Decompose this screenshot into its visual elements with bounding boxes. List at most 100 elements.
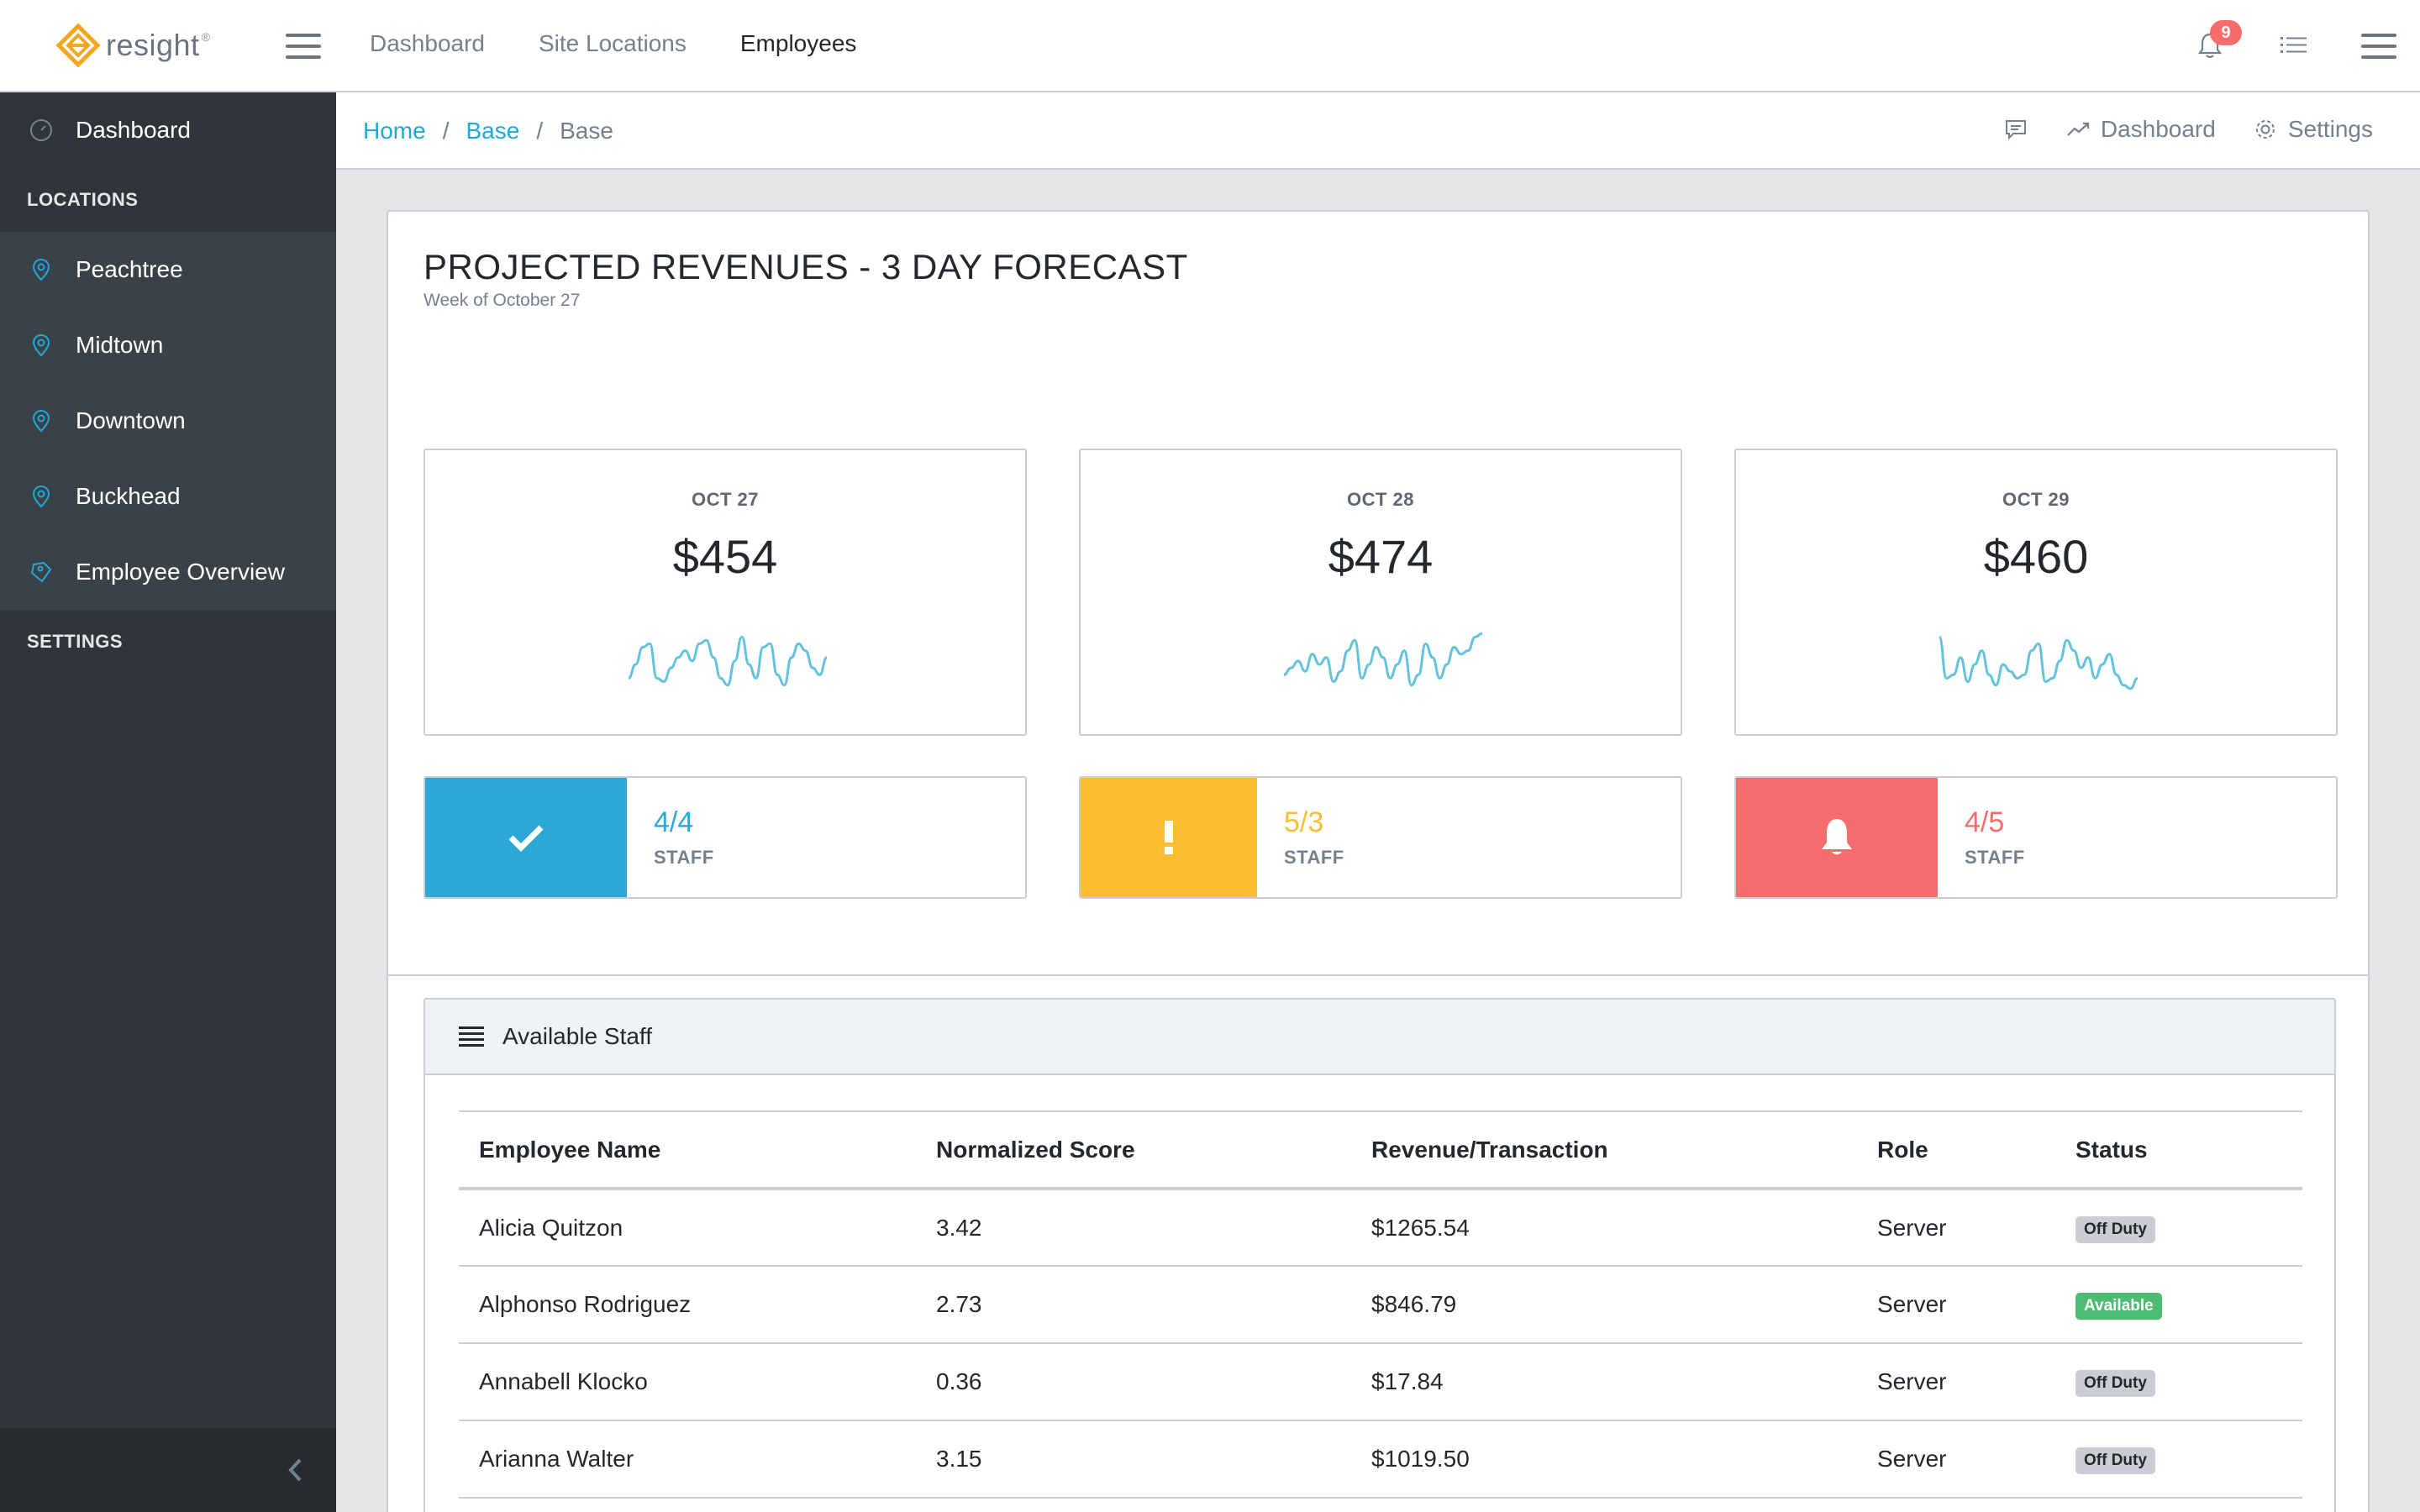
top-header: resight ® Dashboard Site Locations Emplo… xyxy=(0,0,2420,92)
employee-name: Annabell Klocko xyxy=(459,1343,916,1421)
nav-site-locations[interactable]: Site Locations xyxy=(538,30,687,56)
revenue-date: OCT 27 xyxy=(691,489,760,510)
notification-count-badge: 9 xyxy=(2210,20,2242,45)
sidebar-section-settings[interactable]: SETTINGS xyxy=(27,631,124,652)
employee-role: Server xyxy=(1857,1343,2055,1421)
staff-count: 4/5 xyxy=(1965,806,2005,838)
staff-count: 5/3 xyxy=(1284,806,1324,838)
employee-role: Server xyxy=(1857,1189,2055,1267)
settings-link[interactable]: Settings xyxy=(2253,116,2373,143)
staff-status-card: 4/5 STAFF xyxy=(1734,776,2338,899)
status-cell: Available xyxy=(2055,1266,2302,1344)
breadcrumb-menu: Dashboard Settings xyxy=(1966,116,2373,143)
column-header-employee-name[interactable]: Employee Name xyxy=(459,1110,916,1190)
table-row[interactable]: Alphonso Rodriguez 2.73 $846.79 Server A… xyxy=(459,1266,2302,1344)
sidebar-item-label: Employee Overview xyxy=(76,559,285,585)
location-pin-icon xyxy=(32,485,50,508)
normalized-score: 2.73 xyxy=(916,1266,1351,1344)
sidebar-item-midtown[interactable]: Midtown xyxy=(0,307,336,383)
column-header-status[interactable]: Status xyxy=(2055,1110,2302,1190)
settings-link-label: Settings xyxy=(2287,116,2373,142)
employee-name: Alicia Quitzon xyxy=(459,1189,916,1267)
staff-status-ok xyxy=(425,778,627,897)
location-pin-icon xyxy=(32,333,50,357)
breadcrumb-base[interactable]: Base xyxy=(466,118,520,144)
column-header-revenue-transaction[interactable]: Revenue/Transaction xyxy=(1351,1110,1857,1190)
breadcrumb-separator: / xyxy=(536,118,544,144)
table-row[interactable]: Alicia Quitzon 3.42 $1265.54 Server Off … xyxy=(459,1189,2302,1267)
sidebar-item-employee-overview[interactable]: Employee Overview xyxy=(0,534,336,610)
brand-name: resight xyxy=(106,28,200,62)
brand-registered-mark: ® xyxy=(201,30,210,44)
sidebar-item-downtown[interactable]: Downtown xyxy=(0,383,336,459)
breadcrumb-current: Base xyxy=(560,118,613,144)
revenue-day-card: OCT 27 $454 xyxy=(424,449,1027,736)
column-header-role[interactable]: Role xyxy=(1857,1110,2055,1190)
sidebar-item-label: Downtown xyxy=(76,407,186,433)
badge-icon xyxy=(30,561,52,583)
page-subtitle: Week of October 27 xyxy=(424,291,581,310)
revenue-amount: $474 xyxy=(1328,530,1434,583)
sidebar: Dashboard LOCATIONS Peachtree Midtown Do… xyxy=(0,92,336,1512)
exclamation-icon xyxy=(1165,821,1173,854)
resight-logo-icon xyxy=(55,23,101,68)
sidebar-footer xyxy=(0,1428,336,1512)
normalized-score: 0.36 xyxy=(916,1343,1351,1421)
graph-trend-icon xyxy=(2067,122,2089,136)
revenue-amount: $460 xyxy=(1983,530,2089,583)
revenue-sparkline xyxy=(1938,635,2139,690)
aside-menu-toggle-icon[interactable] xyxy=(2361,34,2396,60)
top-nav: Dashboard Site Locations Employees xyxy=(370,30,856,57)
sidebar-item-peachtree[interactable]: Peachtree xyxy=(0,232,336,307)
sidebar-section-locations: LOCATIONS xyxy=(27,189,139,210)
breadcrumb: Home / Base / Base xyxy=(363,118,613,144)
locations-group: Peachtree Midtown Downtown Buckhead Empl… xyxy=(0,232,336,610)
sidebar-item-buckhead[interactable]: Buckhead xyxy=(0,459,336,534)
column-header-normalized-score[interactable]: Normalized Score xyxy=(916,1110,1351,1190)
staff-status-warning xyxy=(1081,778,1257,897)
normalized-score: 3.15 xyxy=(916,1420,1351,1499)
revenue-per-transaction: $17.84 xyxy=(1351,1343,1857,1421)
sidebar-item-dashboard[interactable]: Dashboard xyxy=(0,92,336,168)
nav-employees[interactable]: Employees xyxy=(739,30,857,56)
page-title: PROJECTED REVENUES - 3 DAY FORECAST xyxy=(424,247,1188,286)
sidebar-item-label: Midtown xyxy=(76,332,164,358)
revenue-date: OCT 29 xyxy=(2002,489,2070,510)
staff-label: STAFF xyxy=(654,847,714,868)
dashboard-link[interactable]: Dashboard xyxy=(2065,116,2216,143)
comments-button[interactable] xyxy=(2003,117,2028,142)
forecast-card: PROJECTED REVENUES - 3 DAY FORECAST Week… xyxy=(387,210,2370,1512)
revenue-day-card: OCT 29 $460 xyxy=(1734,449,2338,736)
staff-label: STAFF xyxy=(1965,847,2025,868)
revenue-amount: $454 xyxy=(672,530,778,583)
status-badge: Off Duty xyxy=(2075,1215,2155,1243)
section-divider xyxy=(388,974,2368,976)
table-header-row: Employee Name Normalized Score Revenue/T… xyxy=(459,1110,2302,1190)
revenue-day-card: OCT 28 $474 xyxy=(1079,449,1682,736)
task-list-icon[interactable] xyxy=(2281,35,2307,55)
status-cell: Off Duty xyxy=(2055,1343,2302,1421)
revenue-sparkline xyxy=(1283,632,1483,687)
available-staff-card: Available Staff Employee Name Normalized… xyxy=(424,998,2336,1512)
status-cell: Off Duty xyxy=(2055,1420,2302,1499)
staff-status-danger xyxy=(1736,778,1938,897)
breadcrumb-home[interactable]: Home xyxy=(363,118,426,144)
revenue-per-transaction: $1265.54 xyxy=(1351,1189,1857,1267)
bell-icon xyxy=(1822,819,1852,855)
normalized-score: 3.42 xyxy=(916,1189,1351,1267)
sidebar-item-label: Buckhead xyxy=(76,483,181,509)
chevron-left-icon[interactable] xyxy=(286,1457,304,1483)
available-staff-title: Available Staff xyxy=(502,1023,652,1049)
employee-name: Alphonso Rodriguez xyxy=(459,1266,916,1344)
staff-status-card: 5/3 STAFF xyxy=(1079,776,1682,899)
table-row[interactable]: Arianna Walter 3.15 $1019.50 Server Off … xyxy=(459,1420,2302,1499)
location-pin-icon xyxy=(32,409,50,433)
employee-role: Server xyxy=(1857,1266,2055,1344)
brand-logo[interactable]: resight ® xyxy=(55,20,210,71)
nav-dashboard[interactable]: Dashboard xyxy=(370,30,485,56)
table-row[interactable]: Annabell Klocko 0.36 $17.84 Server Off D… xyxy=(459,1343,2302,1421)
status-badge: Off Duty xyxy=(2075,1370,2155,1397)
breadcrumb-separator: / xyxy=(442,118,450,144)
revenue-sparkline xyxy=(628,635,828,687)
sidebar-toggle-menu-icon[interactable] xyxy=(286,34,321,60)
